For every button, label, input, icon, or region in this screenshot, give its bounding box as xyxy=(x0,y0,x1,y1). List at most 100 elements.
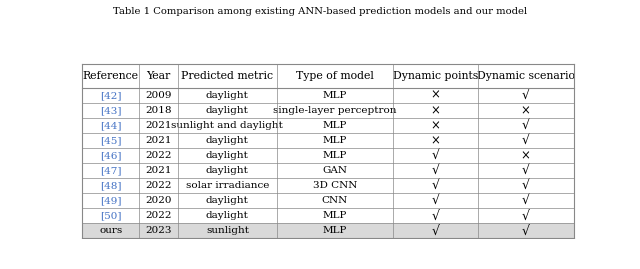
Text: sunlight and daylight: sunlight and daylight xyxy=(172,121,284,130)
Bar xyxy=(83,178,139,193)
Text: MLP: MLP xyxy=(323,211,347,220)
Text: MLP: MLP xyxy=(323,121,347,130)
Text: 2021: 2021 xyxy=(145,121,172,130)
Bar xyxy=(139,88,178,103)
Text: ×: × xyxy=(430,134,440,147)
Bar xyxy=(139,148,178,163)
Text: 2021: 2021 xyxy=(145,166,172,175)
Text: √: √ xyxy=(522,119,530,132)
Bar xyxy=(393,223,478,238)
Bar xyxy=(139,193,178,208)
Bar xyxy=(277,118,393,133)
Text: Dynamic scenario: Dynamic scenario xyxy=(477,71,575,81)
Text: daylight: daylight xyxy=(206,211,249,220)
Text: 2022: 2022 xyxy=(145,181,172,190)
Bar xyxy=(393,148,478,163)
Bar xyxy=(139,118,178,133)
Bar xyxy=(83,103,139,118)
Bar xyxy=(478,103,573,118)
Bar xyxy=(277,223,393,238)
Bar xyxy=(178,133,277,148)
Bar xyxy=(83,163,139,178)
Text: √: √ xyxy=(522,134,530,147)
Text: √: √ xyxy=(431,194,439,207)
Bar xyxy=(277,88,393,103)
Text: sunlight: sunlight xyxy=(206,226,249,235)
Bar xyxy=(277,208,393,223)
Text: [45]: [45] xyxy=(100,136,122,145)
Text: [48]: [48] xyxy=(100,181,122,190)
Bar xyxy=(478,163,573,178)
Text: 2020: 2020 xyxy=(145,196,172,205)
Text: 2022: 2022 xyxy=(145,151,172,160)
Text: Reference: Reference xyxy=(83,71,139,81)
Bar xyxy=(178,223,277,238)
Text: [44]: [44] xyxy=(100,121,122,130)
Bar xyxy=(393,64,478,88)
Text: daylight: daylight xyxy=(206,91,249,100)
Text: [42]: [42] xyxy=(100,91,122,100)
Bar xyxy=(139,178,178,193)
Bar xyxy=(178,193,277,208)
Bar xyxy=(83,118,139,133)
Text: [50]: [50] xyxy=(100,211,122,220)
Bar xyxy=(478,178,573,193)
Text: ×: × xyxy=(430,104,440,117)
Bar xyxy=(478,64,573,88)
Text: [49]: [49] xyxy=(100,196,122,205)
Bar xyxy=(83,193,139,208)
Bar xyxy=(277,133,393,148)
Bar xyxy=(478,133,573,148)
Text: Table 1 Comparison among existing ANN-based prediction models and our model: Table 1 Comparison among existing ANN-ba… xyxy=(113,7,527,16)
Bar xyxy=(83,148,139,163)
Text: daylight: daylight xyxy=(206,196,249,205)
Text: [47]: [47] xyxy=(100,166,122,175)
Text: Type of model: Type of model xyxy=(296,71,374,81)
Bar xyxy=(277,103,393,118)
Text: solar irradiance: solar irradiance xyxy=(186,181,269,190)
Bar xyxy=(393,163,478,178)
Text: Dynamic points: Dynamic points xyxy=(393,71,478,81)
Text: Year: Year xyxy=(146,71,170,81)
Text: MLP: MLP xyxy=(323,91,347,100)
Bar xyxy=(178,178,277,193)
Text: 2021: 2021 xyxy=(145,136,172,145)
Bar xyxy=(478,208,573,223)
Text: ×: × xyxy=(521,104,531,117)
Bar xyxy=(139,133,178,148)
Bar xyxy=(178,148,277,163)
Text: MLP: MLP xyxy=(323,136,347,145)
Bar xyxy=(393,178,478,193)
Text: ×: × xyxy=(430,89,440,102)
Text: √: √ xyxy=(431,149,439,162)
Text: ×: × xyxy=(430,119,440,132)
Bar xyxy=(83,208,139,223)
Bar xyxy=(478,88,573,103)
Bar xyxy=(178,64,277,88)
Bar xyxy=(478,148,573,163)
Text: daylight: daylight xyxy=(206,136,249,145)
Text: daylight: daylight xyxy=(206,166,249,175)
Bar xyxy=(393,88,478,103)
Text: √: √ xyxy=(431,164,439,177)
Text: 2023: 2023 xyxy=(145,226,172,235)
Text: daylight: daylight xyxy=(206,106,249,115)
Text: √: √ xyxy=(431,179,439,192)
Text: [43]: [43] xyxy=(100,106,122,115)
Text: √: √ xyxy=(522,194,530,207)
Bar xyxy=(393,208,478,223)
Text: √: √ xyxy=(522,89,530,102)
Bar xyxy=(393,103,478,118)
Text: √: √ xyxy=(522,179,530,192)
Bar xyxy=(277,163,393,178)
Text: single-layer perceptron: single-layer perceptron xyxy=(273,106,397,115)
Text: ×: × xyxy=(521,149,531,162)
Bar xyxy=(139,208,178,223)
Text: Predicted metric: Predicted metric xyxy=(181,71,273,81)
Bar xyxy=(178,208,277,223)
Bar xyxy=(277,178,393,193)
Bar xyxy=(178,163,277,178)
Text: [46]: [46] xyxy=(100,151,122,160)
Bar xyxy=(478,118,573,133)
Text: ours: ours xyxy=(99,226,122,235)
